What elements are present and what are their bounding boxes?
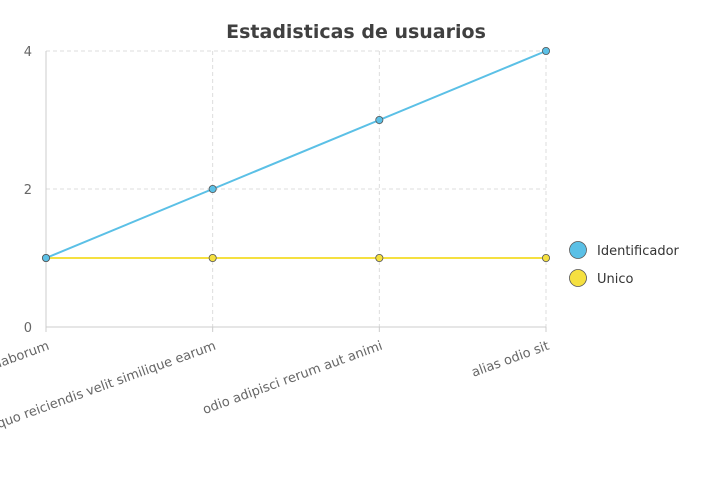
legend: Identificador Unico: [570, 242, 680, 288]
series-lines: [46, 51, 546, 258]
legend-label: Identificador: [597, 244, 680, 259]
data-point-identificador: [209, 185, 216, 192]
data-point-unico: [542, 254, 549, 261]
legend-item-unico[interactable]: Unico: [570, 270, 634, 288]
data-point-identificador: [542, 47, 549, 54]
data-point-unico: [376, 254, 383, 261]
legend-label: Unico: [597, 272, 634, 287]
grid: [46, 51, 546, 327]
legend-swatch: [570, 242, 587, 259]
data-point-identificador: [42, 254, 49, 261]
x-tick-label: odio adipisci rerum aut animi: [201, 339, 385, 418]
x-tick-label: alias odio sit: [470, 339, 552, 381]
y-tick-label: 4: [24, 45, 32, 60]
axes: [46, 51, 546, 332]
data-point-identificador: [376, 116, 383, 123]
data-point-unico: [209, 254, 216, 261]
series-line-identificador: [46, 51, 546, 258]
chart-title: Estadisticas de usuarios: [226, 21, 486, 43]
y-tick-labels: 0 2 4: [24, 45, 32, 336]
legend-item-identificador[interactable]: Identificador: [570, 242, 680, 260]
y-tick-label: 2: [24, 183, 32, 198]
x-tick-label: labore sed laborum: [0, 339, 51, 396]
y-tick-label: 0: [24, 321, 32, 336]
legend-swatch: [570, 270, 587, 287]
